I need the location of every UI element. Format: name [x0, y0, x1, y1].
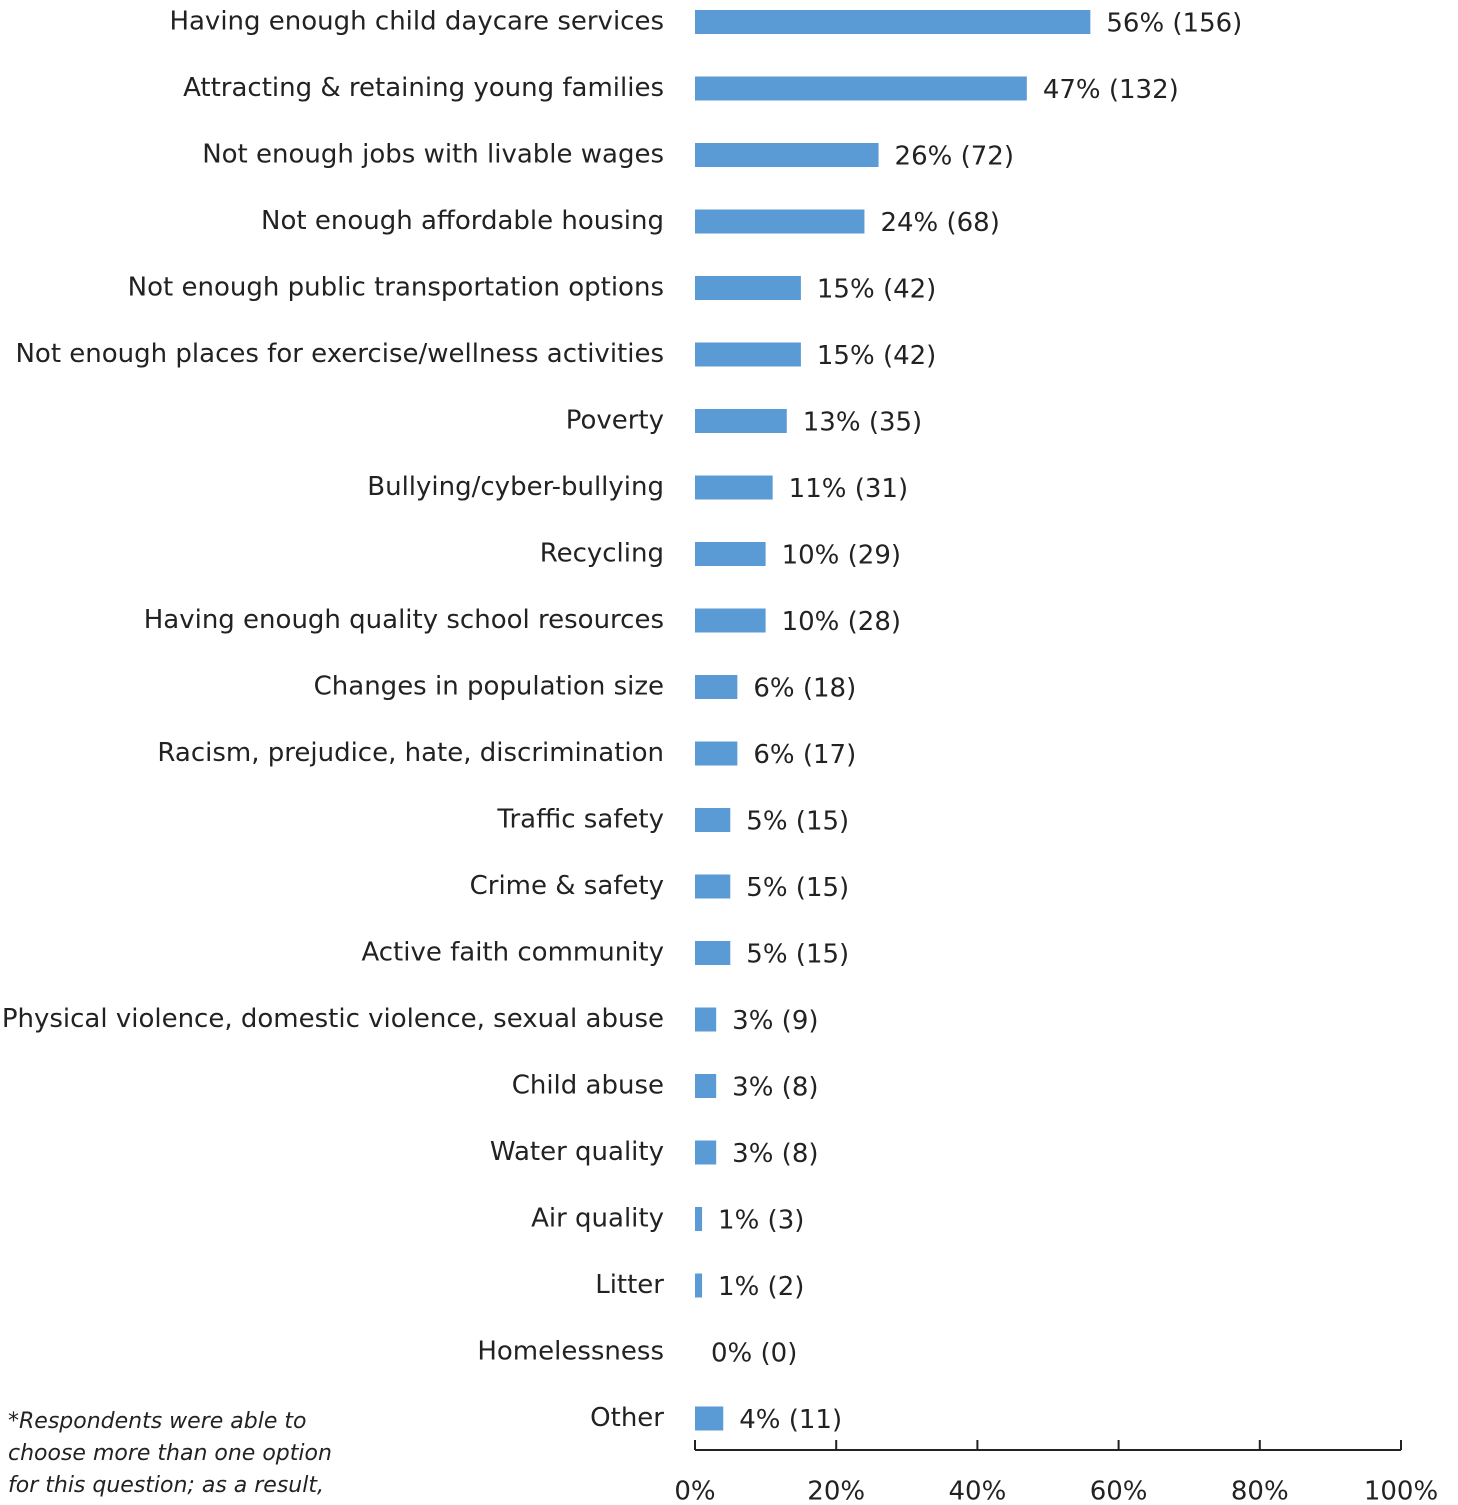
footnote: for this question; as a result, [8, 1473, 324, 1498]
footnote: choose more than one option [8, 1441, 332, 1466]
x-tick-label: 100% [1364, 1477, 1438, 1505]
category-label: Poverty [566, 406, 664, 436]
value-label: 1% (2) [718, 1272, 804, 1302]
category-label: Child abuse [512, 1071, 664, 1101]
value-label: 10% (28) [782, 607, 901, 637]
category-label: Litter [595, 1270, 664, 1300]
category-label: Having enough quality school resources [144, 605, 664, 635]
bar [695, 941, 731, 965]
category-label: Bullying/cyber-bullying [367, 472, 664, 502]
value-label: 6% (17) [753, 740, 856, 770]
value-label: 13% (35) [803, 408, 922, 438]
category-label: Racism, prejudice, hate, discrimination [157, 738, 664, 768]
category-label: Traffic safety [496, 805, 664, 835]
bar [695, 1140, 717, 1165]
category-label: Air quality [531, 1204, 664, 1234]
bar [695, 1007, 717, 1032]
bar [695, 342, 801, 367]
category-label: Not enough affordable housing [261, 206, 664, 236]
bar [695, 475, 773, 500]
category-label: Water quality [490, 1137, 664, 1167]
x-tick-label: 20% [807, 1477, 865, 1505]
value-label: 11% (31) [789, 474, 908, 504]
value-label: 5% (15) [746, 807, 849, 837]
bar [695, 1207, 703, 1231]
category-label: Not enough places for exercise/wellness … [15, 339, 664, 369]
bar [695, 10, 1091, 34]
bar [695, 76, 1027, 101]
category-label: Recycling [540, 539, 664, 569]
value-label: 3% (8) [732, 1073, 818, 1103]
value-label: 4% (11) [739, 1405, 842, 1435]
bar [695, 874, 731, 899]
value-label: 1% (3) [718, 1206, 804, 1236]
bar [695, 209, 865, 234]
value-label: 5% (15) [746, 873, 849, 903]
footnote: *Respondents were able to [8, 1409, 306, 1434]
bar [695, 608, 766, 633]
value-label: 47% (132) [1043, 75, 1179, 105]
value-label: 5% (15) [746, 940, 849, 970]
value-label: 10% (29) [782, 541, 901, 571]
bar [695, 675, 738, 699]
value-label: 15% (42) [817, 275, 936, 305]
bar [695, 409, 787, 433]
value-label: 3% (9) [732, 1006, 818, 1036]
category-label: Attracting & retaining young families [183, 73, 664, 103]
value-label: 6% (18) [753, 674, 856, 704]
category-label: Not enough public transportation options [128, 273, 664, 303]
bar [695, 1273, 703, 1298]
x-tick-label: 60% [1090, 1477, 1148, 1505]
x-tick-label: 40% [949, 1477, 1007, 1505]
value-label: 0% (0) [711, 1339, 797, 1369]
bar [695, 143, 879, 167]
bar [695, 1074, 717, 1098]
category-label: Crime & safety [470, 871, 664, 901]
category-label: Other [590, 1403, 664, 1433]
category-label: Changes in population size [314, 672, 664, 702]
x-tick-label: 80% [1231, 1477, 1289, 1505]
category-label: Not enough jobs with livable wages [202, 140, 664, 170]
x-tick-label: 0% [674, 1477, 715, 1505]
value-label: 24% (68) [880, 208, 999, 238]
bar [695, 1406, 724, 1431]
category-label: Homelessness [477, 1337, 664, 1367]
category-label: Physical violence, domestic violence, se… [2, 1004, 664, 1034]
category-label: Active faith community [361, 938, 664, 968]
value-label: 56% (156) [1106, 9, 1242, 39]
bar [695, 276, 801, 300]
value-label: 3% (8) [732, 1139, 818, 1169]
bar [695, 808, 731, 832]
category-label: Having enough child daycare services [169, 7, 664, 37]
bar [695, 741, 738, 766]
value-label: 26% (72) [895, 142, 1014, 172]
value-label: 15% (42) [817, 341, 936, 371]
bar [695, 542, 766, 566]
